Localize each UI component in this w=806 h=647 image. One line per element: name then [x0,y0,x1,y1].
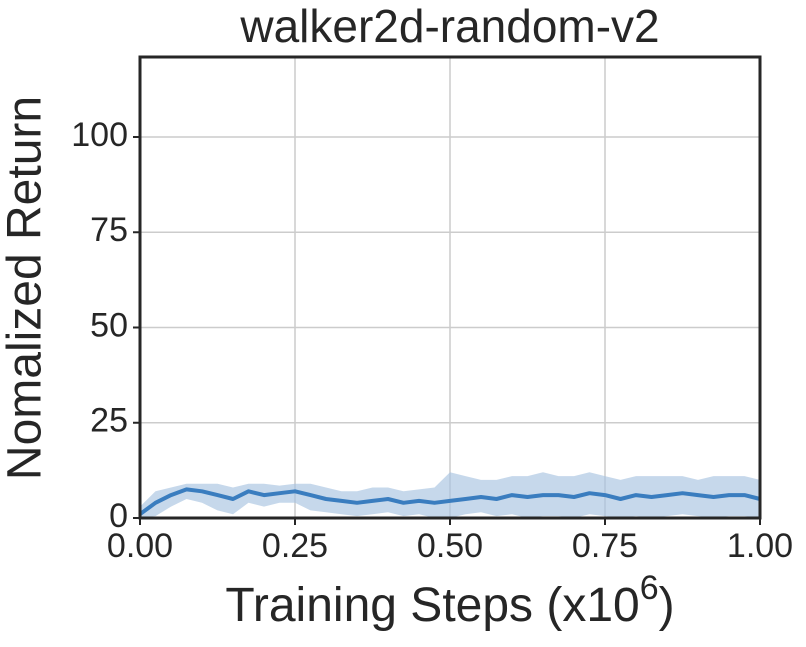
chart-title: walker2d-random-v2 [239,0,659,52]
y-tick-label: 0 [109,497,128,535]
x-axis-label-exponent: 6 [640,569,659,607]
x-axis-label-suffix: ) [659,579,675,632]
y-tick-label: 25 [90,402,128,440]
y-tick-label: 75 [90,211,128,249]
x-tick-label: 0.75 [572,527,638,565]
plot-frame [138,55,762,520]
x-tick-label: 0.50 [417,527,483,565]
x-axis-label: Training Steps (x106) [225,569,674,632]
line [138,487,761,516]
x-tick-label: 0.25 [262,527,328,565]
x-axis-label-text: Training Steps (x10 [225,579,639,632]
y-axis-label: Nomalized Return [0,96,52,480]
y-tick-label: 100 [71,116,128,154]
y-tick-label: 50 [90,306,128,344]
x-tick-label: 0.00 [107,527,173,565]
confidence-band [140,472,760,518]
x-tick-label: 1.00 [727,527,793,565]
